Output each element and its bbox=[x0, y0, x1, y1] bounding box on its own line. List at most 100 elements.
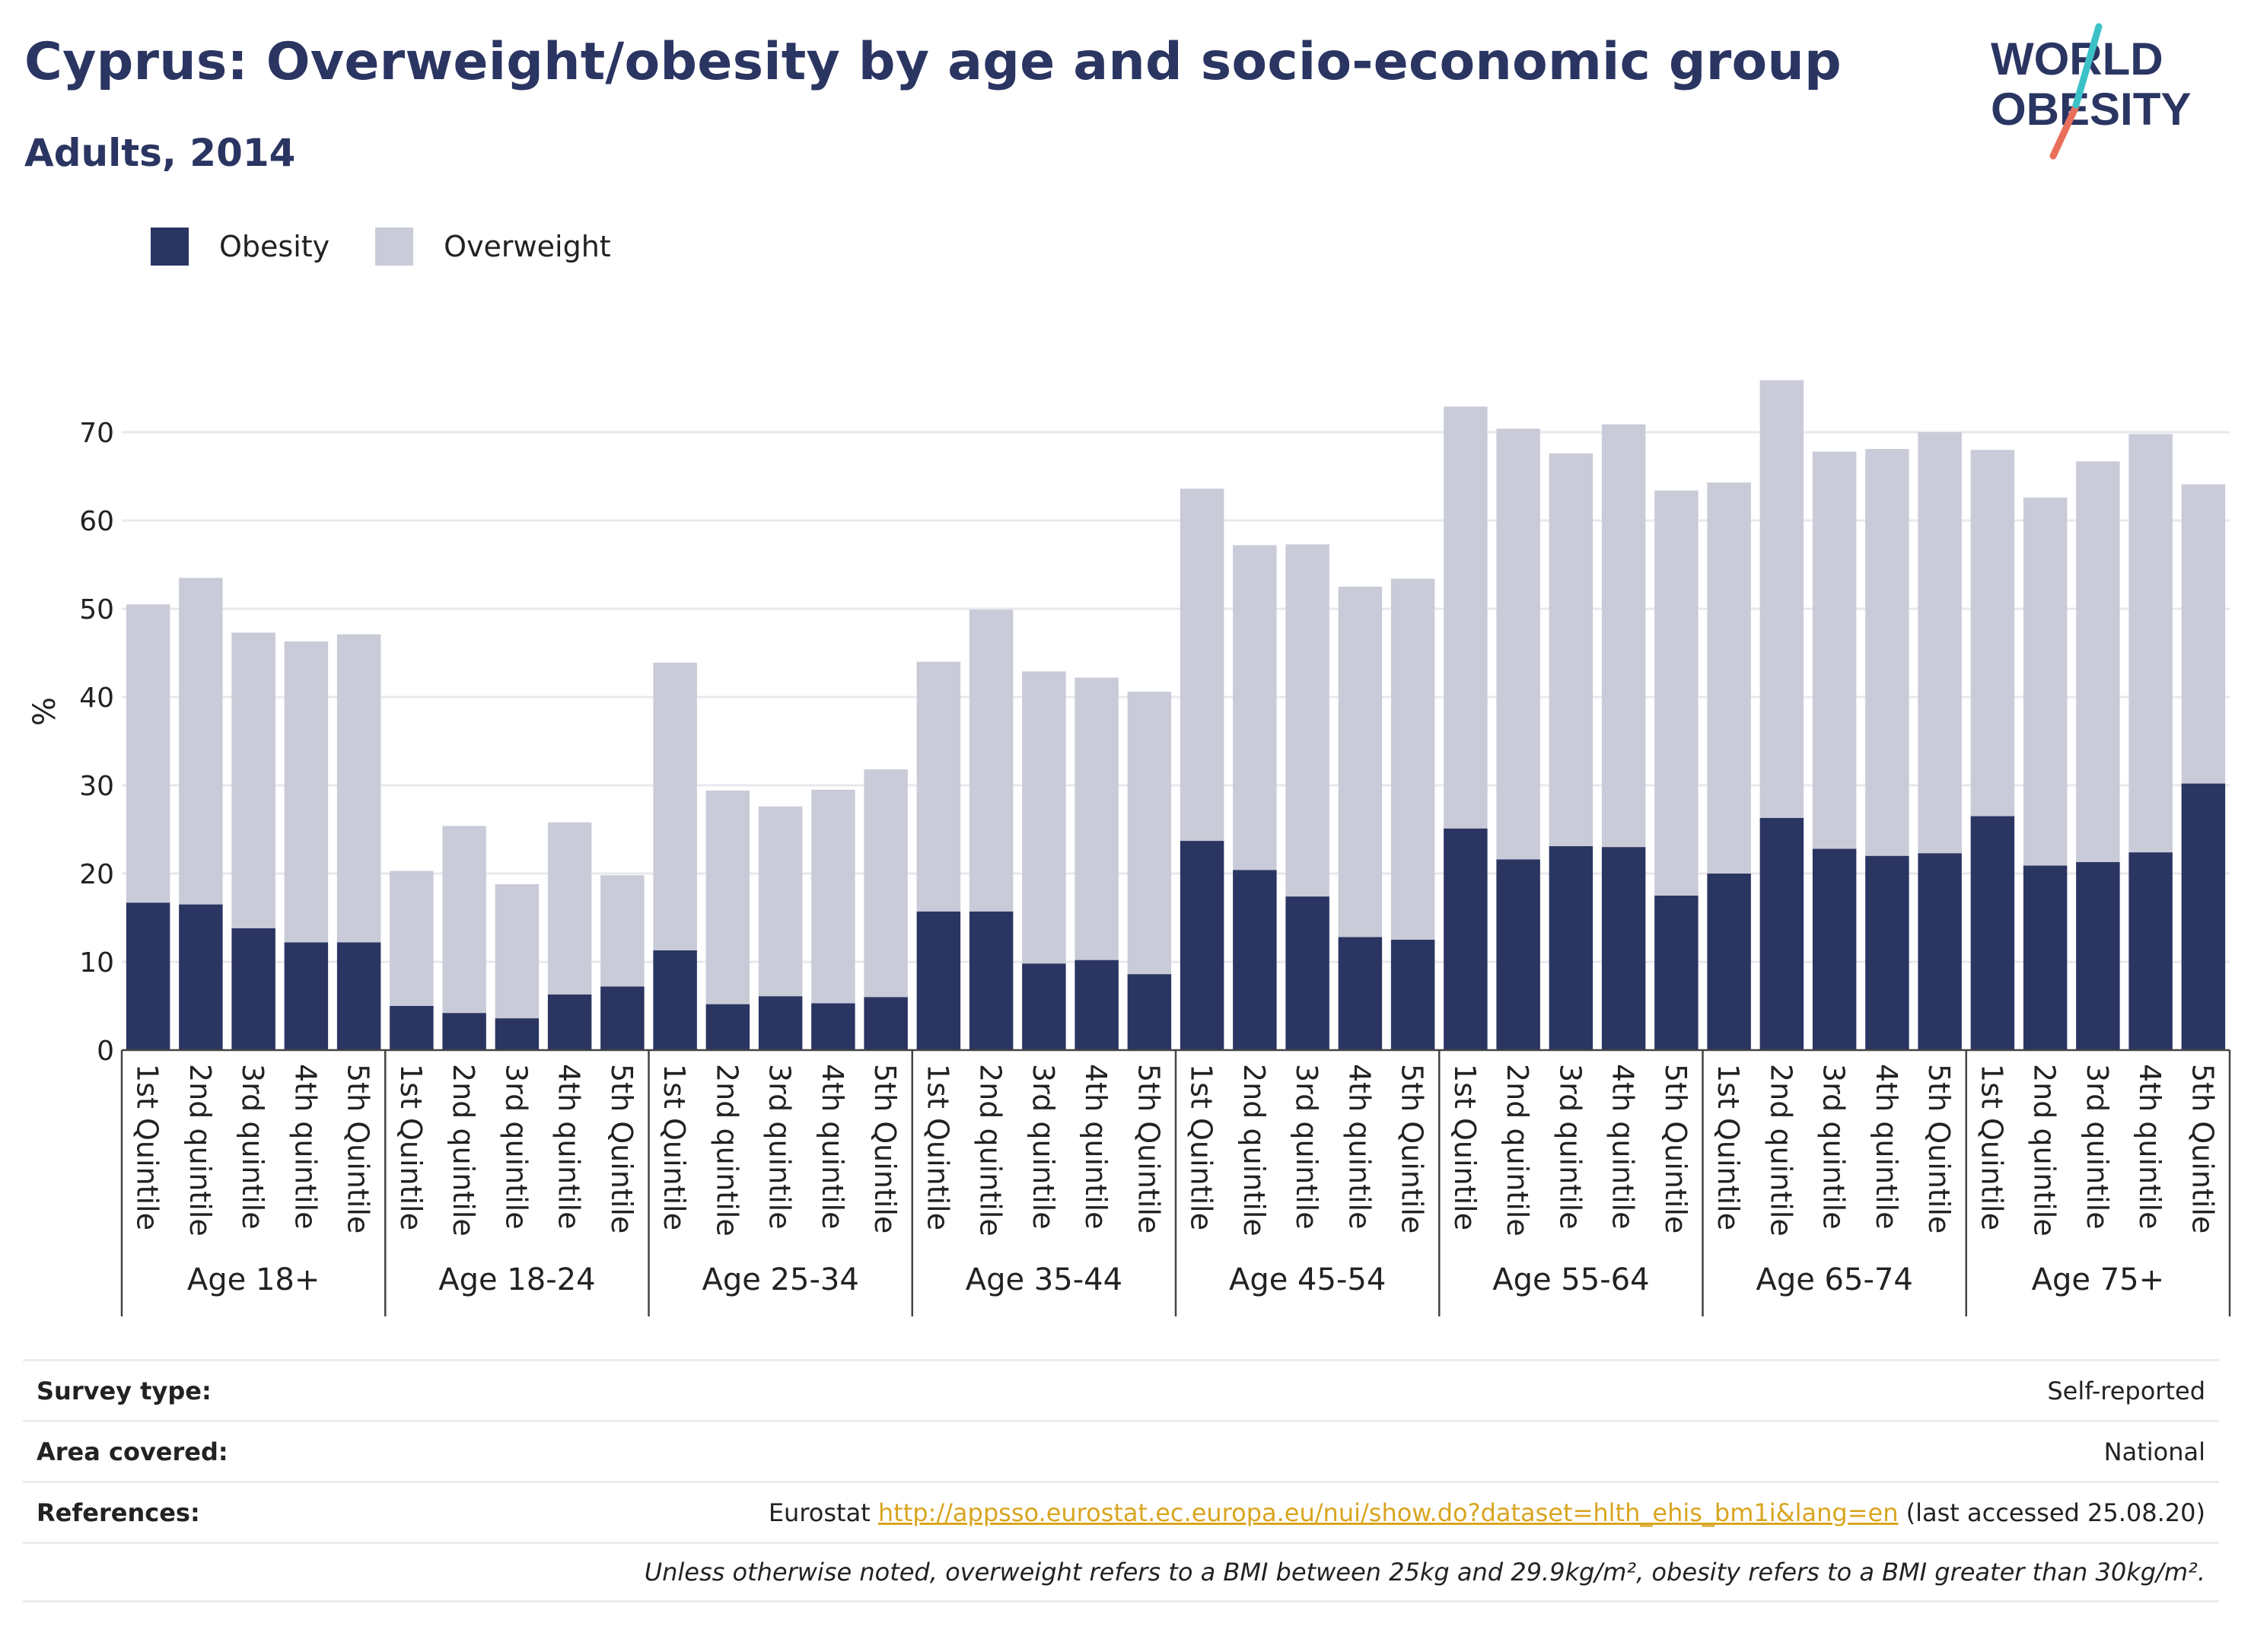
legend-swatch-obesity bbox=[151, 228, 189, 266]
bar-overweight bbox=[2181, 484, 2226, 784]
bar-obesity bbox=[1233, 870, 1277, 1050]
bar-overweight bbox=[1549, 453, 1594, 847]
reference-link[interactable]: http://appsso.eurostat.ec.europa.eu/nui/… bbox=[877, 1498, 1899, 1527]
legend-item-overweight[interactable]: Overweight bbox=[375, 228, 611, 266]
bar-obesity bbox=[1390, 940, 1435, 1050]
area-covered-value: National bbox=[2103, 1437, 2205, 1466]
bar-overweight bbox=[653, 662, 697, 950]
bar-overweight bbox=[1970, 450, 2015, 816]
y-axis-label: % bbox=[27, 697, 62, 726]
bar-overweight bbox=[1233, 545, 1277, 871]
bar-overweight bbox=[547, 822, 592, 995]
x-tick-label: 3rd quintile bbox=[1290, 1064, 1323, 1230]
x-tick-label: 2nd quintile bbox=[1764, 1064, 1797, 1237]
chart-legend: Obesity Overweight bbox=[151, 225, 657, 268]
x-tick-label: 1st Quintile bbox=[1448, 1064, 1482, 1230]
bar-obesity bbox=[442, 1013, 486, 1050]
bar-obesity bbox=[1075, 960, 1119, 1050]
x-tick-label: 5th Quintile bbox=[2186, 1064, 2219, 1233]
bar-overweight bbox=[284, 641, 329, 943]
info-row-references: References: Eurostat http://appsso.euros… bbox=[23, 1481, 2219, 1542]
bar-obesity bbox=[1180, 841, 1224, 1050]
bar-overweight bbox=[1075, 677, 1119, 960]
references-label: References: bbox=[37, 1498, 200, 1527]
bar-obesity bbox=[1970, 816, 2015, 1050]
group-label: Age 75+ bbox=[2032, 1262, 2165, 1297]
bar-obesity bbox=[1444, 828, 1488, 1050]
x-tick-label: 4th quintile bbox=[1079, 1064, 1113, 1229]
bar-overweight bbox=[811, 789, 855, 1004]
group-label: Age 65-74 bbox=[1756, 1262, 1912, 1297]
reference-source: Eurostat bbox=[768, 1498, 878, 1527]
x-tick-label: 5th Quintile bbox=[1396, 1064, 1429, 1233]
bar-overweight bbox=[1601, 424, 1646, 848]
y-tick-label: 10 bbox=[79, 947, 114, 979]
bar-obesity bbox=[1549, 846, 1594, 1050]
bar-overweight bbox=[231, 632, 275, 928]
bar-obesity bbox=[336, 942, 381, 1050]
legend-label-overweight: Overweight bbox=[444, 230, 611, 263]
bar-overweight bbox=[1285, 544, 1329, 897]
y-tick-label: 50 bbox=[79, 594, 114, 625]
bar-overweight bbox=[1918, 432, 1962, 854]
info-table: Survey type: Self-reported Area covered:… bbox=[23, 1359, 2219, 1603]
reference-accessed: (last accessed 25.08.20) bbox=[1898, 1498, 2205, 1527]
bar-obesity bbox=[600, 986, 645, 1050]
bar-overweight bbox=[1654, 490, 1699, 896]
legend-item-obesity[interactable]: Obesity bbox=[151, 228, 330, 266]
bar-overweight bbox=[1812, 451, 1857, 849]
bar-obesity bbox=[916, 911, 961, 1050]
bar-overweight bbox=[1180, 489, 1224, 842]
bar-overweight bbox=[1390, 578, 1435, 940]
bar-obesity bbox=[758, 996, 803, 1050]
bar-overweight bbox=[969, 610, 1014, 912]
x-tick-label: 2nd quintile bbox=[447, 1064, 480, 1237]
bar-overweight bbox=[864, 769, 908, 998]
x-tick-label: 4th quintile bbox=[816, 1064, 849, 1229]
legend-swatch-overweight bbox=[375, 228, 414, 266]
x-tick-label: 3rd quintile bbox=[499, 1064, 533, 1230]
y-tick-label: 60 bbox=[79, 506, 114, 537]
bar-overweight bbox=[2023, 497, 2068, 866]
x-tick-label: 2nd quintile bbox=[974, 1064, 1008, 1237]
x-tick-label: 2nd quintile bbox=[710, 1064, 743, 1237]
bar-overweight bbox=[1707, 482, 1751, 874]
x-tick-label: 5th Quintile bbox=[1922, 1064, 1956, 1233]
x-tick-label: 1st Quintile bbox=[131, 1064, 164, 1230]
bar-overweight bbox=[126, 604, 170, 903]
bar-overweight bbox=[758, 806, 803, 997]
stacked-bar-chart: 0 10 20 30 40 50 60 70% 1st Quintile 2nd quintile… bbox=[27, 380, 2231, 1316]
group-label: Age 18-24 bbox=[438, 1262, 595, 1297]
bar-overweight bbox=[1759, 380, 1804, 818]
y-tick-label: 70 bbox=[79, 418, 114, 449]
bar-obesity bbox=[1022, 963, 1066, 1050]
bar-obesity bbox=[1285, 896, 1329, 1050]
bar-obesity bbox=[1918, 853, 1962, 1050]
bar-overweight bbox=[336, 634, 381, 943]
bar-obesity bbox=[2023, 865, 2068, 1050]
survey-type-value: Self-reported bbox=[2047, 1376, 2205, 1405]
bar-obesity bbox=[547, 994, 592, 1050]
bar-obesity bbox=[1496, 859, 1540, 1050]
x-tick-label: 3rd quintile bbox=[1027, 1064, 1060, 1230]
logo-slash-upper bbox=[2072, 23, 2103, 109]
x-tick-label: 3rd quintile bbox=[236, 1064, 269, 1230]
y-tick-label: 30 bbox=[79, 771, 114, 802]
x-tick-label: 5th Quintile bbox=[605, 1064, 638, 1233]
x-tick-label: 1st Quintile bbox=[1975, 1064, 2008, 1230]
bar-obesity bbox=[1127, 974, 1172, 1050]
bar-obesity bbox=[969, 911, 1014, 1050]
bar-overweight bbox=[1496, 428, 1540, 860]
bar-obesity bbox=[2076, 861, 2120, 1050]
y-tick-label: 20 bbox=[79, 859, 114, 890]
x-tick-label: 5th Quintile bbox=[1132, 1064, 1165, 1233]
x-tick-label: 5th Quintile bbox=[868, 1064, 902, 1233]
x-tick-label: 4th quintile bbox=[1870, 1064, 1903, 1229]
bar-obesity bbox=[653, 950, 697, 1050]
x-tick-label: 5th Quintile bbox=[342, 1064, 375, 1233]
bar-obesity bbox=[1707, 874, 1751, 1050]
bar-overweight bbox=[1338, 587, 1383, 937]
world-obesity-logo: WORLD OBESITY bbox=[1991, 23, 2191, 160]
x-tick-label: 4th quintile bbox=[2133, 1064, 2167, 1229]
bar-overweight bbox=[495, 883, 540, 1019]
